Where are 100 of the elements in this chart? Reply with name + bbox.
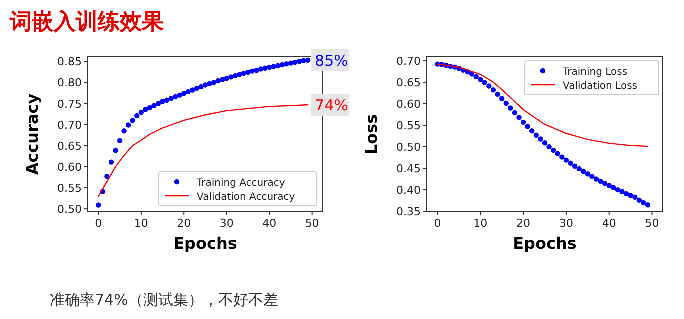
point	[254, 68, 260, 74]
point	[143, 107, 148, 112]
point	[624, 191, 630, 197]
point	[305, 58, 311, 63]
point	[266, 64, 272, 70]
point	[241, 70, 247, 76]
x-tick-label: 30	[559, 217, 574, 230]
y-tick-label: 0.35	[396, 206, 421, 219]
point	[512, 110, 518, 116]
point	[220, 77, 226, 82]
y-tick-label: 0.55	[396, 119, 421, 132]
point	[530, 128, 535, 134]
point	[632, 194, 638, 200]
point	[594, 176, 600, 182]
point	[246, 70, 251, 76]
point	[276, 63, 281, 68]
point	[228, 74, 234, 80]
point	[177, 92, 182, 98]
point	[504, 100, 509, 106]
x-tick-label: 30	[220, 217, 234, 230]
point	[207, 81, 212, 87]
point	[296, 59, 302, 64]
point	[172, 94, 178, 100]
legend-label: Training Loss	[562, 67, 628, 78]
point	[560, 154, 565, 160]
point	[490, 88, 496, 93]
point	[576, 166, 582, 172]
y-tick-label: 0.50	[58, 203, 82, 216]
point	[572, 164, 578, 169]
point	[568, 160, 574, 166]
x-tick-label: 0	[95, 217, 102, 230]
point	[538, 136, 544, 142]
point	[602, 180, 608, 186]
annotation: 85%	[315, 52, 348, 70]
point	[542, 140, 548, 146]
point	[585, 172, 591, 177]
y-axis-title: Loss	[362, 114, 381, 155]
point	[232, 73, 238, 79]
text: 准确率74%（测试集），不好不差	[50, 291, 278, 309]
y-tick-label: 0.50	[396, 140, 421, 154]
point	[126, 122, 132, 128]
chart-title: 词嵌入训练效果	[9, 10, 165, 35]
y-tick-label: 0.65	[396, 76, 421, 90]
point	[486, 84, 492, 89]
point	[620, 189, 625, 194]
point	[525, 124, 530, 130]
point	[590, 174, 595, 180]
point	[301, 58, 306, 64]
point	[288, 60, 294, 66]
x-tick-label: 10	[134, 217, 148, 230]
point	[160, 99, 166, 104]
legend-label: Validation Accuracy	[197, 192, 296, 203]
point	[474, 74, 479, 80]
point	[152, 103, 157, 108]
y-tick-label: 0.40	[396, 184, 421, 198]
point	[284, 62, 290, 67]
point	[147, 105, 153, 111]
point	[211, 80, 217, 86]
point	[550, 148, 556, 154]
point	[202, 82, 208, 88]
point	[96, 202, 102, 208]
y-tick-label: 0.70	[396, 54, 421, 68]
point	[534, 132, 540, 138]
legend-label: Validation Loss	[563, 81, 638, 92]
annotation: 74%	[315, 96, 348, 115]
x-tick-label: 10	[474, 217, 488, 230]
point	[108, 160, 114, 165]
point	[564, 158, 570, 163]
point	[499, 96, 505, 102]
point	[508, 106, 514, 111]
y-tick-label: 0.65	[58, 140, 82, 153]
point	[258, 66, 264, 72]
point	[555, 151, 560, 156]
point	[636, 198, 642, 203]
point	[615, 187, 621, 193]
point	[117, 138, 123, 144]
y-tick-label: 0.55	[58, 182, 82, 195]
point	[520, 120, 526, 126]
point	[645, 202, 651, 208]
point	[130, 118, 136, 124]
point	[516, 115, 522, 120]
x-tick-label: 20	[516, 217, 531, 230]
point	[641, 200, 646, 206]
x-axis-title: Epochs	[174, 234, 238, 253]
y-tick-label: 0.80	[58, 76, 82, 90]
x-tick-label: 40	[602, 217, 616, 230]
point	[138, 110, 144, 116]
point	[194, 86, 200, 92]
x-tick-label: 50	[645, 217, 660, 230]
legend-label: Training Accuracy	[196, 178, 286, 189]
x-axis-title: Epochs	[513, 234, 577, 253]
point	[190, 88, 196, 93]
x-tick-label: 50	[305, 217, 320, 230]
point	[182, 91, 187, 96]
y-tick-label: 0.45	[396, 162, 421, 176]
x-tick-label: 0	[434, 217, 442, 230]
y-tick-label: 0.85	[58, 56, 82, 69]
point	[581, 168, 586, 174]
point	[237, 72, 242, 78]
point	[122, 128, 127, 134]
